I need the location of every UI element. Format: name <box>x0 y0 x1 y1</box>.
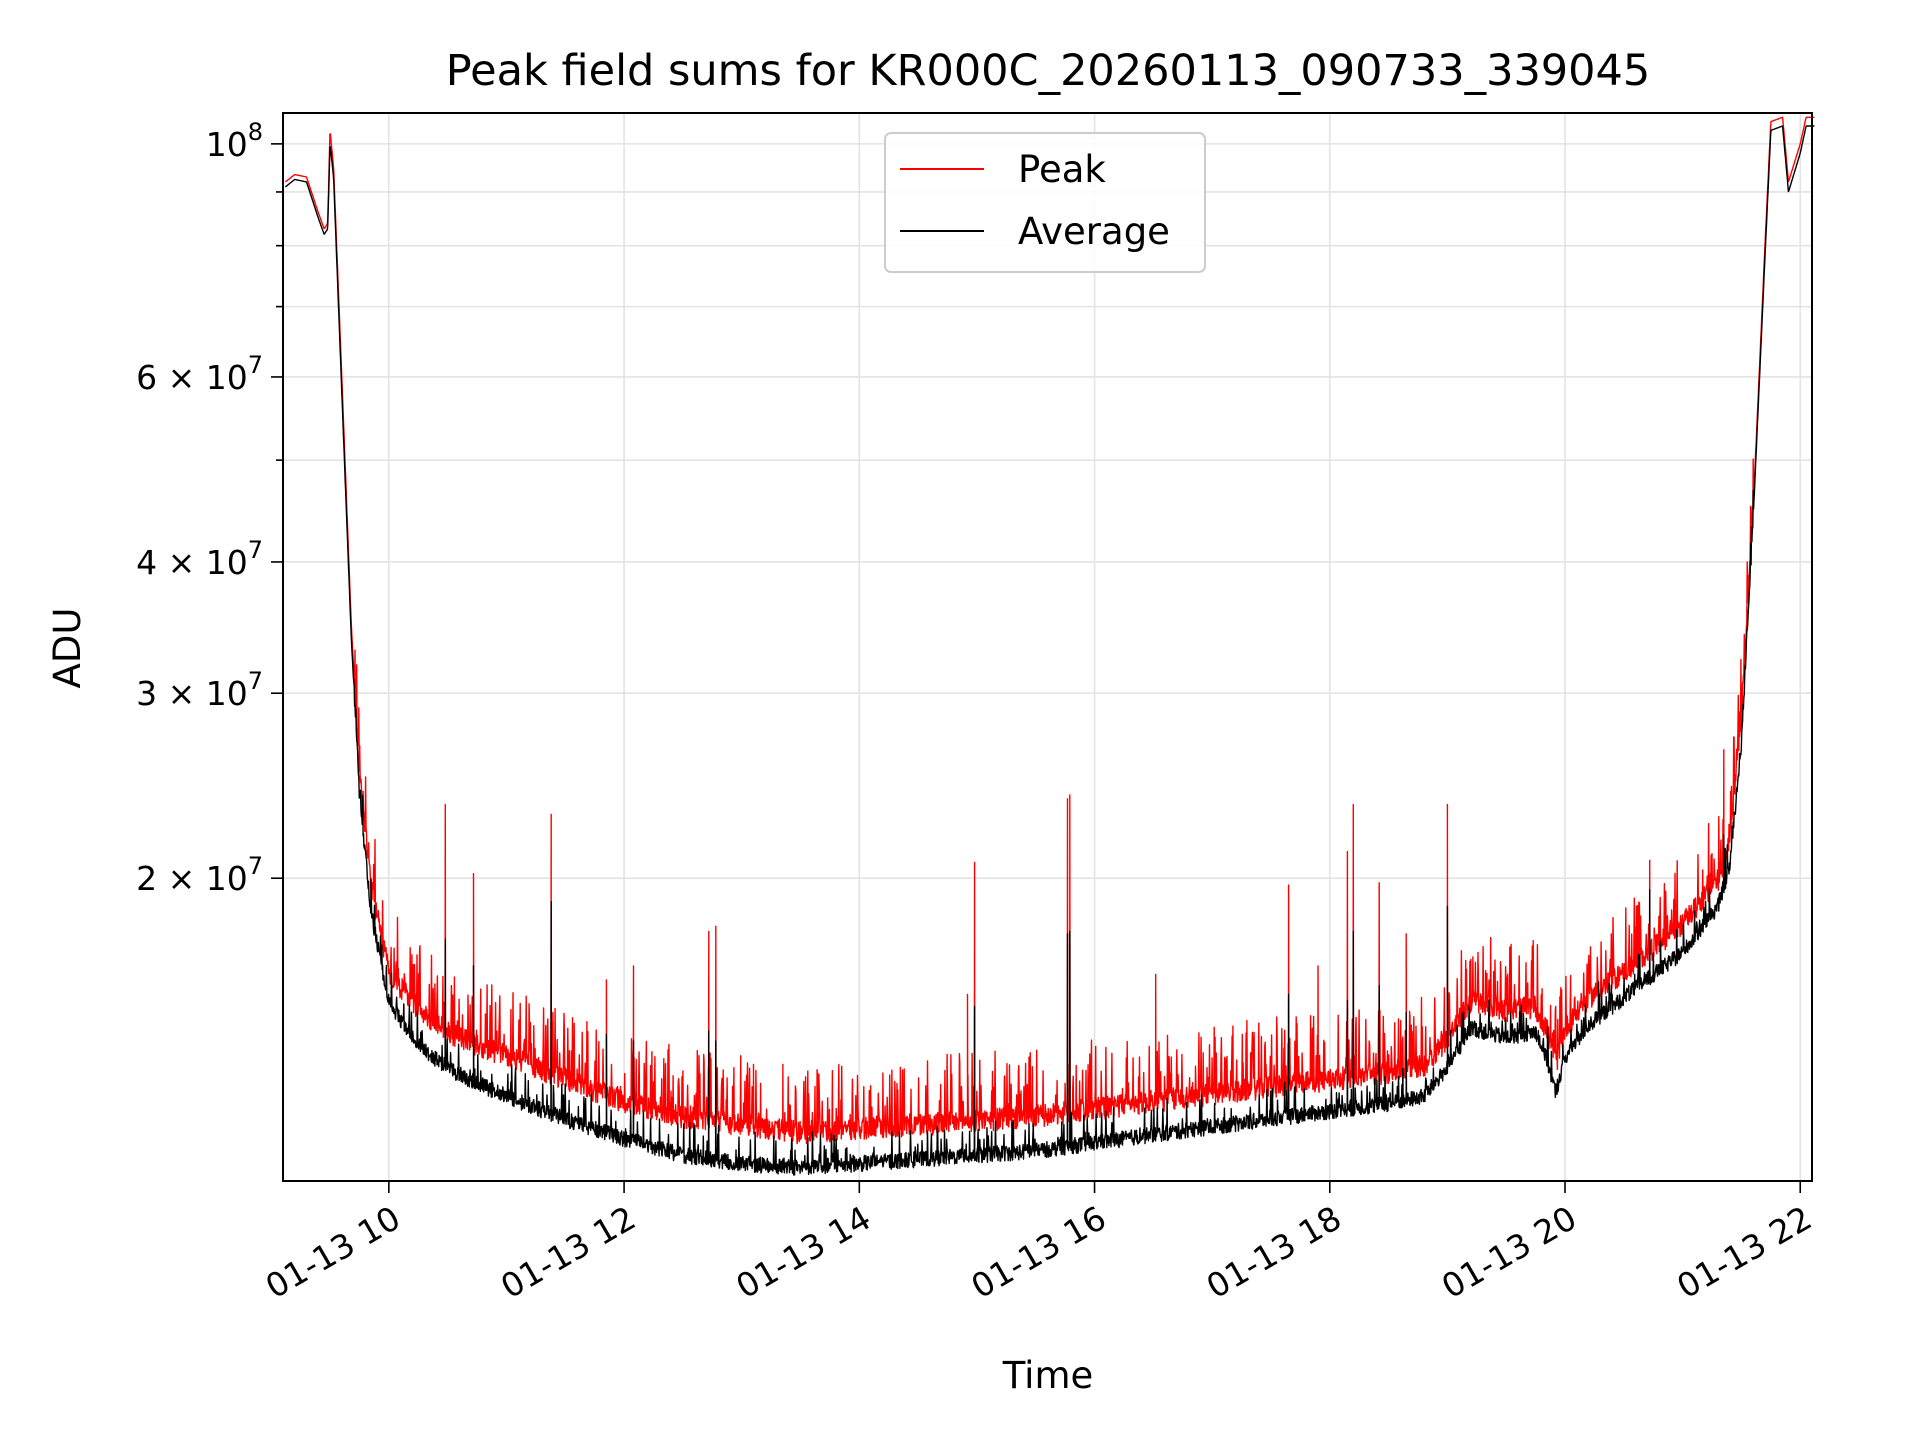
y-tick-label-exponent: 8 <box>248 118 263 146</box>
legend: Peak Average <box>884 132 1206 273</box>
y-tick-label: 4 × 107 <box>136 536 263 582</box>
series-lines <box>284 116 1815 1176</box>
y-tick-label: 108 <box>206 118 263 164</box>
y-tick-label-base: 4 × 10 <box>136 543 248 582</box>
chart-title: Peak field sums for KR000C_20260113_0907… <box>446 46 1650 96</box>
y-tick-label-base: 6 × 10 <box>136 358 248 397</box>
y-tick-label: 2 × 107 <box>136 852 263 898</box>
y-tick-label-exponent: 7 <box>248 536 263 564</box>
y-tick-label: 6 × 107 <box>136 351 263 397</box>
y-tick-label-base: 2 × 10 <box>136 859 248 898</box>
legend-average-label: Average <box>1018 210 1170 253</box>
series-line-average <box>284 125 1815 1176</box>
x-axis-label: Time <box>1002 1354 1094 1397</box>
y-tick-label-exponent: 7 <box>248 667 263 695</box>
legend-box <box>884 132 1206 273</box>
y-tick-label-exponent: 7 <box>248 351 263 379</box>
y-tick-label-base: 3 × 10 <box>136 674 248 713</box>
y-tick-label: 3 × 107 <box>136 667 263 713</box>
series-line-peak <box>284 116 1815 1145</box>
y-tick-label-exponent: 7 <box>248 852 263 880</box>
y-tick-label-base: 10 <box>206 125 248 164</box>
plot-frame <box>282 112 1813 1182</box>
legend-peak-label: Peak <box>1018 148 1106 191</box>
y-axis-label: ADU <box>46 608 89 689</box>
